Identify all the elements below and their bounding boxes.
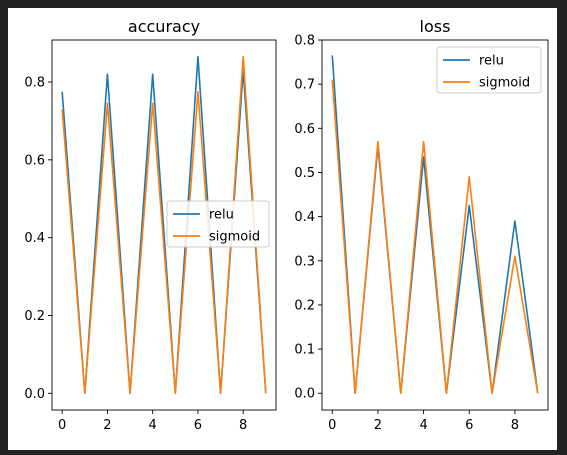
x-tick-label: 2	[374, 418, 382, 433]
legend-label-relu: relu	[479, 54, 504, 69]
y-tick-label: 0.0	[294, 387, 315, 402]
x-tick-label: 0	[58, 418, 66, 433]
x-tick-label: 8	[511, 418, 519, 433]
y-tick-label: 0.8	[294, 34, 315, 49]
y-tick-label: 0.6	[24, 153, 45, 168]
y-tick-label: 0.4	[24, 231, 45, 246]
y-tick-label: 0.2	[24, 309, 45, 324]
y-tick-label: 0.5	[294, 166, 315, 181]
x-tick-label: 6	[465, 418, 473, 433]
axes-frame	[51, 39, 277, 411]
chart-title: accuracy	[128, 17, 200, 36]
x-tick-label: 4	[419, 418, 427, 433]
loss-chart: loss 0 2 4 6 8 0.0 0.1 0.2 0.3 0.4 0.5 0.6 0.7 0.8 relu…	[294, 17, 549, 433]
x-tick-label: 6	[194, 418, 202, 433]
chart-title: loss	[420, 17, 451, 36]
x-tick-label: 2	[103, 418, 111, 433]
x-tick-label: 4	[149, 418, 157, 433]
legend-label-relu: relu	[209, 208, 234, 223]
y-tick-label: 0.6	[294, 122, 315, 137]
y-tick-label: 0.7	[294, 78, 315, 93]
axes-frame	[321, 39, 549, 411]
x-tick-label: 0	[328, 418, 336, 433]
legend-label-sigmoid: sigmoid	[209, 230, 260, 245]
legend: relu sigmoid	[166, 200, 270, 248]
legend: relu sigmoid	[436, 46, 542, 94]
y-tick-label: 0.0	[24, 387, 45, 402]
accuracy-chart: accuracy 0 2 4 6 8 0.0 0.2 0.4 0.6 0.8 relu sigmoid	[24, 17, 277, 433]
y-tick-label: 0.4	[294, 210, 315, 225]
y-tick-label: 0.8	[24, 76, 45, 91]
y-tick-label: 0.3	[294, 254, 315, 269]
y-tick-label: 0.2	[294, 298, 315, 313]
legend-label-sigmoid: sigmoid	[479, 76, 530, 91]
x-tick-label: 8	[239, 418, 247, 433]
series-line-sigmoid	[331, 79, 539, 395]
y-tick-label: 0.1	[294, 343, 315, 358]
